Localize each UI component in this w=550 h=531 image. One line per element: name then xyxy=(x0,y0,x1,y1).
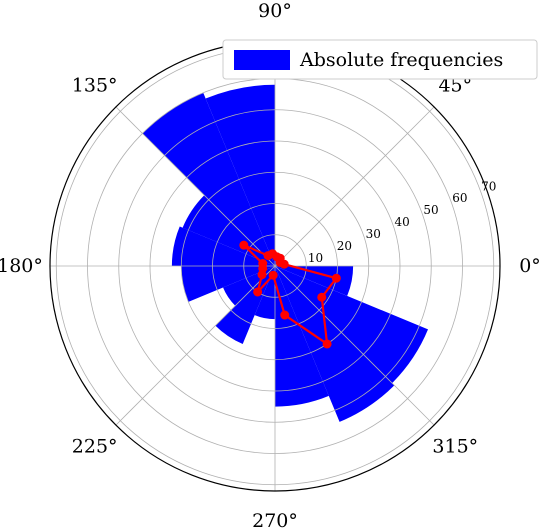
legend: Absolute frequencies xyxy=(222,39,538,80)
polar-bar-12 xyxy=(275,266,329,407)
bars-layer xyxy=(142,84,429,422)
angle-tick-label-6: 270° xyxy=(252,510,298,531)
line-point-14 xyxy=(317,292,327,302)
angle-tick-label-1: 45° xyxy=(438,75,472,97)
angle-tick-label-0: 0° xyxy=(519,255,541,277)
line-series-layer xyxy=(239,240,341,349)
radial-tick-label-3: 40 xyxy=(394,215,409,229)
grid-spoke-1 xyxy=(274,106,435,267)
grid-spoke-7 xyxy=(274,265,435,426)
polar-bar-4 xyxy=(205,84,275,266)
radial-tick-label-2: 30 xyxy=(366,227,381,241)
grid-spoke-5 xyxy=(115,265,276,426)
angle-tick-label-3: 135° xyxy=(72,75,118,97)
line-point-11 xyxy=(268,270,278,280)
radial-tick-label-6: 70 xyxy=(481,179,496,193)
radial-tick-label-1: 20 xyxy=(337,239,352,253)
line-point-5 xyxy=(263,251,273,261)
legend-label: Absolute frequencies xyxy=(299,49,503,71)
grid-spoke-3 xyxy=(115,106,276,267)
legend-box xyxy=(222,39,538,80)
polar-bar-5 xyxy=(142,92,275,267)
polar-bar-8 xyxy=(181,266,275,302)
grid-layer xyxy=(49,40,501,492)
polar-bar-13 xyxy=(275,266,395,422)
angle-tick-label-4: 180° xyxy=(0,255,43,277)
line-point-15 xyxy=(331,273,341,283)
line-point-6 xyxy=(239,240,249,250)
line-point-13 xyxy=(322,339,332,349)
radial-tick-label-5: 60 xyxy=(452,191,467,205)
angle-tick-label-2: 90° xyxy=(258,0,292,22)
line-point-12 xyxy=(280,310,290,320)
angle-tick-label-7: 315° xyxy=(432,435,478,457)
radial-tick-label-0: 10 xyxy=(308,251,323,265)
polar-bar-14 xyxy=(275,266,429,384)
polar-bar-7 xyxy=(171,226,275,266)
radial-tick-label-4: 50 xyxy=(423,203,438,217)
line-point-10 xyxy=(253,287,263,297)
line-point-9 xyxy=(257,270,267,280)
angle-tick-label-5: 225° xyxy=(72,435,118,457)
legend-swatch xyxy=(234,50,290,70)
